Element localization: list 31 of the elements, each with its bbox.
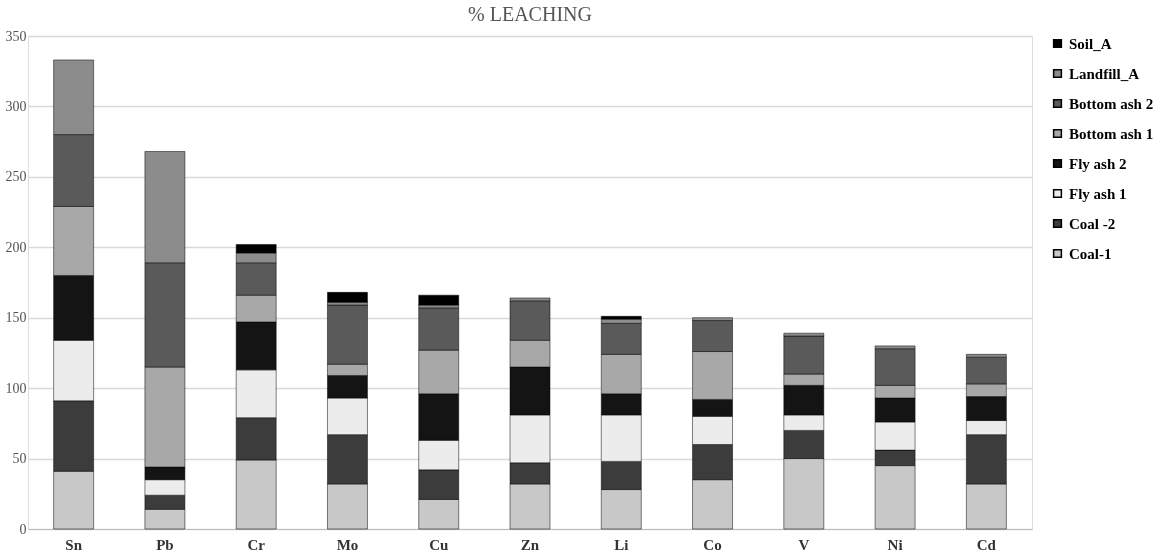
bar xyxy=(327,292,368,303)
legend-label: Bottom ash 1 xyxy=(1069,125,1154,142)
legend-label: Fly ash 1 xyxy=(1069,185,1127,202)
x-tick-label: Cr xyxy=(247,536,266,553)
legend-label: Bottom ash 2 xyxy=(1069,95,1154,112)
x-tick-label: Co xyxy=(703,536,722,553)
x-tick-label: Pb xyxy=(156,536,174,553)
y-tick-label: 250 xyxy=(5,169,27,185)
y-tick-label: 200 xyxy=(5,239,27,255)
x-tick-label: Li xyxy=(614,536,629,553)
chart-title: % LEACHING xyxy=(468,3,592,25)
y-tick-label: 300 xyxy=(5,98,27,114)
y-tick-label: 50 xyxy=(12,451,27,467)
bar xyxy=(418,294,459,306)
y-tick-label: 0 xyxy=(19,521,27,537)
y-tick-label: 350 xyxy=(5,28,27,44)
x-tick-label: Ni xyxy=(887,536,903,553)
x-tick-label: Zn xyxy=(520,536,540,553)
x-tick-label: Cd xyxy=(976,536,997,553)
x-tick-label: V xyxy=(798,536,810,553)
legend-label: Landfill_A xyxy=(1069,65,1140,82)
legend-label: Coal -2 xyxy=(1069,215,1116,232)
legend-label: Fly ash 2 xyxy=(1069,155,1127,172)
y-tick-label: 100 xyxy=(5,380,27,396)
bar xyxy=(601,316,642,320)
y-tick-label: 150 xyxy=(5,310,27,326)
x-tick-label: Cu xyxy=(429,536,449,553)
legend-label: Coal-1 xyxy=(1069,245,1112,262)
x-tick-label: Mo xyxy=(336,536,359,553)
legend-label: Soil_A xyxy=(1069,35,1112,52)
x-tick-label: Sn xyxy=(65,536,83,553)
